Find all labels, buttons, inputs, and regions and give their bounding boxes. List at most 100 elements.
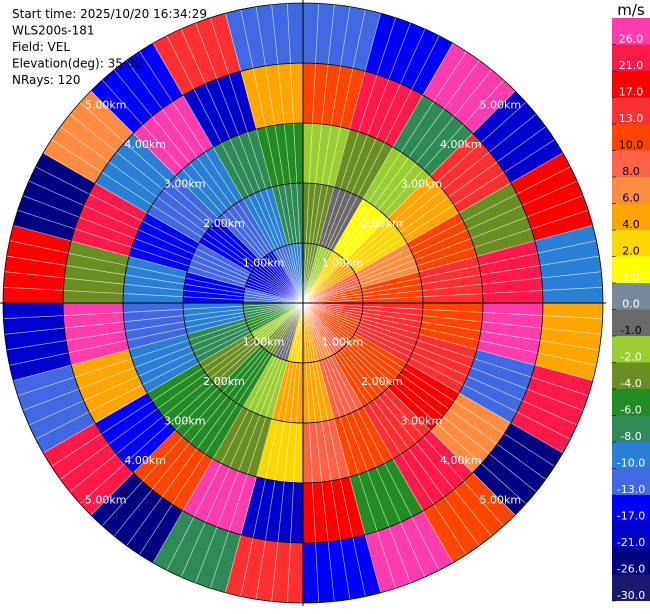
ray-line [238, 302, 304, 603]
colorbar-tick-label: -17.0 [617, 510, 645, 523]
ray-line [19, 176, 304, 304]
colorbar-tick-label: -1.0 [620, 324, 641, 337]
colorbar-tick-label: 10.0 [619, 139, 644, 152]
range-ring [182, 182, 424, 424]
ray-line [302, 51, 486, 304]
ray-line [302, 8, 400, 304]
ray-line [302, 26, 445, 304]
ray-line [19, 302, 304, 430]
ray-line [191, 302, 304, 593]
ray-line [3, 302, 304, 352]
colorbar-tick-label: -8.0 [620, 430, 641, 443]
ring-label: 1.00km [243, 335, 285, 348]
ray-line [302, 72, 511, 304]
ray-line [302, 302, 459, 572]
colorbar-tick-label: 17.0 [619, 86, 644, 99]
ray-line [3, 302, 304, 320]
ray-line [8, 206, 304, 304]
ray-line [302, 302, 430, 587]
ring-label: 2.00km [203, 375, 245, 388]
colorbar-tick-label: -26.0 [617, 563, 645, 576]
ray-line [302, 302, 603, 368]
ring-label: 2.00km [361, 217, 403, 230]
ray-line [302, 302, 415, 593]
colorbar-bin [612, 283, 650, 310]
ray-line [302, 61, 499, 304]
ray-line [3, 254, 304, 304]
ray-line [302, 238, 603, 304]
header-line: Field: VEL [12, 40, 70, 54]
ray-line [302, 3, 384, 304]
colorbar-tick-label: 0.0 [622, 298, 640, 311]
ray-line [302, 302, 445, 580]
ray-line [302, 19, 430, 304]
ray-line [270, 302, 304, 603]
ray-line [133, 42, 304, 304]
colorbar-tick-label: 2.0 [622, 245, 640, 258]
ray-line [206, 302, 304, 598]
ray-line [302, 34, 459, 304]
radar-field [3, 3, 603, 603]
ray-line [107, 61, 304, 304]
ray-line [302, 133, 564, 304]
ray-line [254, 302, 304, 603]
colorbar-bin [612, 468, 650, 495]
colorbar-tick-label: -6.0 [620, 404, 641, 417]
ray-line [302, 302, 598, 400]
colorbar-bin [612, 442, 650, 469]
ray-line [176, 302, 304, 587]
ray-line [161, 302, 304, 580]
ray-line [120, 51, 304, 304]
ray-line [42, 302, 304, 473]
ray-line [3, 302, 304, 384]
colorbar-bin [612, 362, 650, 389]
ring-label: 3.00km [401, 178, 443, 191]
overlay: 1.00km 1.00km 1.00km 1.00km 2.00km 2.00km 2.00… [0, 0, 606, 606]
ray-line [302, 222, 603, 304]
range-ring [2, 2, 604, 604]
ray-line [302, 286, 603, 304]
ray-line [254, 3, 304, 304]
header-line: NRays: 120 [12, 73, 81, 87]
ring-label: 1.00km [243, 257, 285, 270]
ray-line [302, 302, 593, 415]
ray-line [191, 13, 304, 304]
range-ring [62, 62, 544, 544]
ray-line [270, 3, 304, 304]
ring-label: 2.00km [361, 375, 403, 388]
ray-line [302, 3, 336, 304]
ray-line [161, 26, 304, 304]
ray-line [302, 302, 486, 555]
header-line: WLS200s-181 [12, 24, 95, 38]
colorbar-bin [612, 256, 650, 283]
ray-line [3, 222, 304, 304]
ray-line [3, 270, 304, 304]
ray-line [222, 3, 304, 304]
colorbar-bin [612, 124, 650, 151]
ray-line [302, 107, 545, 304]
colorbar-tick-label: 4.0 [622, 218, 640, 231]
ray-line [83, 302, 304, 523]
ray-line [26, 161, 304, 304]
ray-line [302, 302, 603, 320]
range-ring [122, 122, 484, 484]
ray-line [302, 83, 523, 304]
ray-line [302, 42, 473, 304]
ray-line [302, 254, 603, 304]
colorbar-bin [612, 415, 650, 442]
ray-line [238, 3, 304, 304]
range-ring [242, 242, 364, 364]
ring-label: 5.00km [85, 493, 127, 506]
ray-line [302, 147, 572, 304]
ring-label: 4.00km [124, 454, 166, 467]
ring-label: 3.00km [401, 414, 443, 427]
colorbar-bin [612, 495, 650, 522]
colorbar-bin [612, 336, 650, 363]
ring-label: 4.00km [440, 454, 482, 467]
colorbar-bin [612, 548, 650, 575]
ray-line [42, 133, 304, 304]
ray-line [83, 83, 304, 304]
colorbar-tick-label: 26.0 [619, 33, 644, 46]
ray-line [34, 302, 304, 459]
colorbar-bin [612, 521, 650, 548]
